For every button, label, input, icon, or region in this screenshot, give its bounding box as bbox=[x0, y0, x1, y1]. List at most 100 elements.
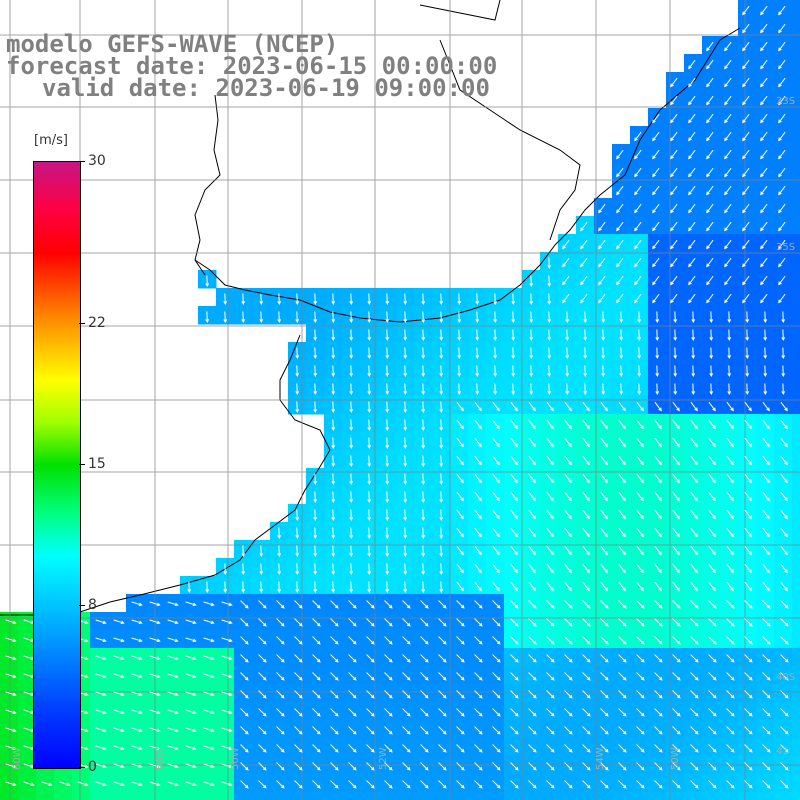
wind-arrow bbox=[385, 347, 390, 360]
wind-arrow bbox=[652, 221, 660, 232]
wind-cell bbox=[126, 792, 145, 800]
wind-arrow bbox=[510, 690, 519, 699]
wind-arrow bbox=[331, 473, 336, 486]
wind-arrow bbox=[259, 311, 264, 324]
wind-arrow bbox=[367, 563, 372, 576]
wind-arrow bbox=[618, 690, 627, 699]
wind-arrow bbox=[439, 563, 444, 576]
wind-arrow bbox=[564, 473, 572, 484]
wind-arrow bbox=[546, 563, 554, 574]
wind-arrow bbox=[600, 563, 608, 574]
wind-arrow bbox=[457, 365, 462, 378]
wind-arrow bbox=[493, 311, 498, 324]
wind-arrow bbox=[654, 509, 662, 520]
wind-arrow bbox=[690, 581, 698, 592]
wind-cell bbox=[792, 396, 800, 415]
valid-date: valid date: 2023-06-19 09:00:00 bbox=[42, 74, 490, 102]
wind-arrow bbox=[384, 672, 393, 681]
wind-arrow bbox=[690, 618, 699, 627]
wind-arrow bbox=[205, 581, 210, 594]
wind-arrow bbox=[708, 762, 717, 771]
wind-cell bbox=[792, 648, 800, 667]
wind-arrow bbox=[726, 636, 735, 645]
wind-arrow bbox=[636, 708, 645, 717]
wind-arrow bbox=[600, 437, 608, 448]
wind-arrow bbox=[510, 654, 519, 663]
wind-arrow bbox=[367, 473, 372, 486]
wind-arrow bbox=[726, 618, 735, 627]
wind-arrow bbox=[456, 527, 464, 538]
wind-arrow bbox=[688, 95, 696, 106]
wind-arrow bbox=[258, 690, 267, 699]
wind-arrow bbox=[402, 690, 411, 699]
wind-cell bbox=[198, 792, 217, 800]
wind-cell bbox=[324, 792, 343, 800]
lon-label: 50W bbox=[670, 747, 681, 770]
wind-cell bbox=[792, 504, 800, 523]
wind-arrow bbox=[492, 654, 501, 663]
wind-arrow bbox=[528, 780, 537, 789]
wind-arrow bbox=[762, 401, 770, 412]
wind-arrow bbox=[456, 509, 464, 520]
wind-arrow bbox=[546, 708, 555, 717]
wind-arrow bbox=[726, 690, 735, 699]
wind-arrow bbox=[438, 762, 447, 771]
wind-arrow bbox=[744, 762, 753, 771]
wind-arrow bbox=[654, 690, 663, 699]
wind-arrow bbox=[744, 726, 753, 735]
wind-arrow bbox=[385, 329, 390, 342]
wind-arrow bbox=[745, 365, 750, 378]
wind-arrow bbox=[528, 762, 537, 771]
wind-arrow bbox=[367, 509, 372, 522]
wind-arrow bbox=[564, 726, 573, 735]
wind-arrow bbox=[439, 437, 444, 450]
wind-arrow bbox=[131, 619, 143, 625]
wind-arrow bbox=[547, 311, 552, 324]
wind-arrow bbox=[706, 185, 714, 196]
wind-arrow bbox=[529, 383, 534, 396]
wind-arrow bbox=[528, 581, 536, 592]
wind-arrow bbox=[652, 257, 660, 268]
wind-arrow bbox=[780, 780, 789, 789]
wind-arrow bbox=[618, 473, 626, 484]
wind-arrow bbox=[652, 113, 660, 124]
wind-arrow bbox=[655, 347, 660, 360]
wind-arrow bbox=[438, 600, 447, 609]
wind-arrow bbox=[185, 601, 197, 607]
wind-arrow bbox=[475, 329, 480, 342]
wind-arrow bbox=[5, 691, 17, 697]
wind-arrow bbox=[313, 347, 318, 360]
wind-arrow bbox=[724, 185, 732, 196]
wind-arrow bbox=[690, 419, 698, 430]
wind-arrow bbox=[348, 672, 357, 681]
wind-arrow bbox=[546, 545, 554, 556]
wind-arrow bbox=[384, 690, 393, 699]
wind-arrow bbox=[690, 708, 699, 717]
wind-arrow bbox=[744, 437, 752, 448]
wind-cell bbox=[54, 792, 73, 800]
wind-arrow bbox=[742, 23, 750, 34]
wind-arrow bbox=[618, 762, 627, 771]
wind-arrow bbox=[439, 491, 444, 504]
wind-arrow bbox=[762, 780, 771, 789]
wind-arrow bbox=[312, 618, 321, 627]
wind-arrow bbox=[312, 636, 321, 645]
wind-arrow bbox=[564, 491, 572, 502]
wind-arrow bbox=[205, 311, 210, 324]
wind-cell bbox=[792, 792, 800, 800]
wind-arrow bbox=[439, 581, 444, 594]
wind-arrow bbox=[601, 311, 606, 324]
wind-arrow bbox=[295, 509, 300, 522]
wind-arrow bbox=[420, 636, 429, 645]
wind-arrows bbox=[5, 5, 789, 789]
wind-arrow bbox=[511, 347, 516, 360]
wind-arrow bbox=[366, 636, 375, 645]
lat-label: 41 bbox=[776, 746, 789, 757]
wind-arrow bbox=[167, 637, 179, 643]
wind-arrow bbox=[456, 600, 465, 609]
wind-arrow bbox=[672, 491, 680, 502]
wind-arrow bbox=[654, 618, 663, 627]
wind-arrow bbox=[618, 744, 627, 753]
wind-arrow bbox=[744, 527, 752, 538]
